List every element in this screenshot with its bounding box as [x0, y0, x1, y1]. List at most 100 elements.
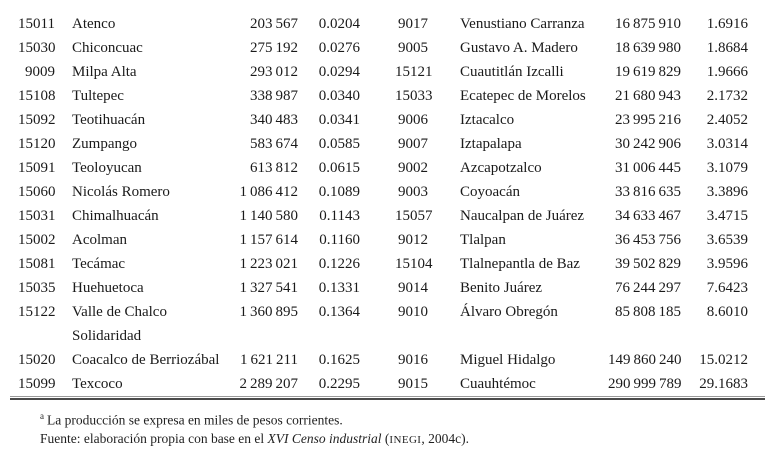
table-row: 9003 Coyoacán 33 816 635 3.3896 — [395, 180, 748, 204]
table-row: 15091 Teoloyucan 613 812 0.0615 — [18, 156, 360, 180]
municipality-code-cell: 15011 — [18, 16, 55, 32]
production-value-cell: 275 192 — [249, 40, 298, 56]
table-row: 9009 Milpa Alta 293 012 0.0294 — [18, 60, 360, 84]
share-value-cell: 3.9596 — [706, 256, 748, 272]
table-bottom-rule — [10, 396, 765, 400]
table-row: 15060 Nicolás Romero 1 086 412 0.1089 — [18, 180, 360, 204]
municipality-code-cell: 9016 — [398, 352, 428, 368]
table-row: 9007 Iztapalapa 30 242 906 3.0314 — [395, 132, 748, 156]
share-value-cell: 0.1331 — [318, 280, 360, 296]
municipality-code-cell: 15033 — [395, 88, 433, 104]
municipality-code-cell: 9017 — [398, 16, 428, 32]
municipality-code-cell: 15108 — [18, 88, 56, 104]
share-value-cell: 1.9666 — [706, 64, 748, 80]
table-footnotes: a La producción se expresa en miles de pe… — [40, 407, 760, 449]
share-value-cell: 29.1683 — [699, 376, 748, 392]
share-value-cell: 0.1143 — [319, 208, 360, 224]
share-value-cell: 0.0341 — [318, 112, 360, 128]
footnote-source: Fuente: elaboración propia con base en e… — [40, 430, 760, 449]
municipality-name-cell: Acolman — [72, 232, 127, 248]
share-value-cell: 0.1160 — [319, 232, 360, 248]
production-value-cell: 583 674 — [249, 136, 298, 152]
share-value-cell: 2.4052 — [706, 112, 748, 128]
share-value-cell: 0.2295 — [318, 376, 360, 392]
footnote-text: La producción se expresa en miles de pes… — [47, 412, 343, 428]
municipality-code-cell: 15120 — [18, 136, 56, 152]
table-row: 15030 Chiconcuac 275 192 0.0276 — [18, 36, 360, 60]
municipality-name-cell: Milpa Alta — [72, 64, 137, 80]
municipality-code-cell: 9006 — [398, 112, 428, 128]
municipality-code-cell: 15104 — [395, 256, 433, 272]
production-value-cell: 2 289 207 — [239, 376, 298, 392]
municipality-code-cell: 9012 — [398, 232, 428, 248]
municipality-code-cell: 15057 — [395, 208, 433, 224]
source-prefix: Fuente: elaboración propia con base en e… — [40, 430, 268, 446]
municipality-name-cell: Miguel Hidalgo — [460, 352, 556, 368]
share-value-cell: 1.6916 — [706, 16, 748, 32]
share-value-cell: 3.0314 — [706, 136, 748, 152]
municipality-code-cell: 9002 — [398, 160, 428, 176]
table-row: 15033 Ecatepec de Morelos 21 680 943 2.1732 — [395, 84, 748, 108]
table-right-half: 9017 Venustiano Carranza 16 875 910 1.6916 9… — [395, 12, 748, 396]
table-row: 15011 Atenco 203 567 0.0204 — [18, 12, 360, 36]
production-value-cell: 31 006 445 — [614, 160, 681, 176]
table-row: 15121 Cuautitlán Izcalli 19 619 829 1.9666 — [395, 60, 748, 84]
municipality-code-cell: 9005 — [398, 40, 428, 56]
municipality-name-cell: Tultepec — [72, 88, 124, 104]
share-value-cell: 0.1625 — [318, 352, 360, 368]
production-value-cell: 30 242 906 — [614, 136, 681, 152]
share-value-cell: 3.4715 — [706, 208, 748, 224]
table-row: 15002 Acolman 1 157 614 0.1160 — [18, 228, 360, 252]
table-row: 15031 Chimalhuacán 1 140 580 0.1143 — [18, 204, 360, 228]
production-value-cell: 34 633 467 — [614, 208, 681, 224]
municipality-name-cell — [428, 324, 608, 348]
share-value-cell: 0.0585 — [318, 136, 360, 152]
share-value-cell: 1.8684 — [706, 40, 748, 56]
municipality-name-cell: Huehuetoca — [72, 280, 144, 296]
production-value-cell: 33 816 635 — [614, 184, 681, 200]
municipality-name-cell: Gustavo A. Madero — [460, 40, 578, 56]
table-row: 15104 Tlalnepantla de Baz 39 502 829 3.9596 — [395, 252, 748, 276]
municipality-code-cell — [395, 324, 428, 348]
production-value-cell: 1 140 580 — [239, 208, 298, 224]
share-value-cell: 0.0294 — [318, 64, 360, 80]
municipality-code-cell: 15099 — [18, 376, 56, 392]
table-row: 15099 Texcoco 2 289 207 0.2295 — [18, 372, 360, 396]
table-row: 15108 Tultepec 338 987 0.0340 — [18, 84, 360, 108]
municipality-name-cell: Álvaro Obregón — [460, 304, 558, 320]
share-value-cell: 7.6423 — [706, 280, 748, 296]
production-value-cell: 340 483 — [249, 112, 298, 128]
production-value-cell: 21 680 943 — [614, 88, 681, 104]
municipality-code-cell: 15035 — [18, 280, 56, 296]
production-value-cell: 1 360 895 — [239, 304, 298, 320]
municipality-code-cell: 9003 — [398, 184, 428, 200]
table-row: 9005 Gustavo A. Madero 18 639 980 1.8684 — [395, 36, 748, 60]
municipality-code-cell: 15122 — [18, 304, 56, 320]
municipality-name-cell: Tlalpan — [460, 232, 506, 248]
production-value-cell: 76 244 297 — [614, 280, 681, 296]
municipality-name-cell: Benito Juárez — [460, 280, 543, 296]
production-value-cell: 1 327 541 — [239, 280, 298, 296]
production-value-cell: 1 086 412 — [239, 184, 298, 200]
share-value-cell — [681, 324, 748, 348]
municipality-name-cell: Naucalpan de Juárez — [460, 208, 585, 224]
municipality-code-cell: 15081 — [18, 256, 56, 272]
share-value-cell: 0.0204 — [318, 16, 360, 32]
table-row: 15035 Huehuetoca 1 327 541 0.1331 — [18, 276, 360, 300]
municipality-name-cell: Ecatepec de Morelos — [460, 88, 586, 104]
source-organization: INEGI — [389, 433, 422, 446]
municipality-name-cell: Coacalco de Berriozábal — [72, 352, 220, 368]
table-row: 9015 Cuauhtémoc 290 999 789 29.1683 — [395, 372, 748, 396]
municipality-code-cell: 15092 — [18, 112, 56, 128]
production-value-cell: 1 157 614 — [239, 232, 298, 248]
municipality-name-cell: Tlalnepantla de Baz — [460, 256, 580, 272]
production-value-cell: 85 808 185 — [614, 304, 681, 320]
production-value-cell: 1 223 021 — [239, 256, 298, 272]
production-value-cell: 39 502 829 — [614, 256, 681, 272]
share-value-cell: 3.3896 — [706, 184, 748, 200]
production-value-cell: 19 619 829 — [614, 64, 681, 80]
municipality-name-cell: Teotihuacán — [72, 112, 146, 128]
table-row: 9006 Iztacalco 23 995 216 2.4052 — [395, 108, 748, 132]
municipality-code-cell: 9010 — [398, 304, 428, 320]
table-row: 15122 Valle de Chalco Solidaridad 1 360 895… — [18, 300, 360, 348]
